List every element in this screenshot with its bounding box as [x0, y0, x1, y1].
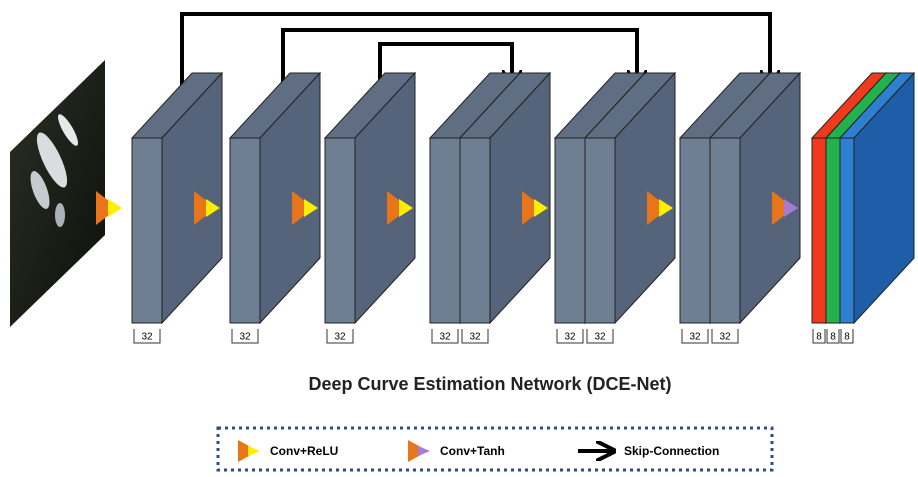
channel-label: 8: [816, 332, 822, 343]
layer-front: [230, 138, 260, 323]
channel-label: 32: [719, 332, 731, 343]
op-arrow-tip: [108, 199, 122, 217]
legend: Conv+ReLU Conv+Tanh Skip-Connection: [218, 428, 772, 470]
layer-front: [585, 138, 615, 323]
layer-front: [840, 138, 854, 323]
legend-label: Skip-Connection: [624, 444, 719, 458]
channel-label: 8: [844, 332, 850, 343]
channel-label: 32: [334, 332, 346, 343]
layer-front: [680, 138, 710, 323]
layer-front: [812, 138, 826, 323]
channel-label: 32: [239, 332, 251, 343]
channel-label: 32: [689, 332, 701, 343]
channel-label: 32: [439, 332, 451, 343]
skip-connections: [182, 14, 770, 95]
channel-label: 32: [564, 332, 576, 343]
channel-label: 32: [141, 332, 153, 343]
legend-label: Conv+ReLU: [270, 444, 338, 458]
legend-label: Conv+Tanh: [440, 444, 505, 458]
title: Deep Curve Estimation Network (DCE-Net): [308, 374, 671, 394]
channel-label: 32: [469, 332, 481, 343]
diagram: 323232323232323232888 Deep Curve Estimat…: [0, 0, 918, 477]
layer-front: [325, 138, 355, 323]
layer-front: [555, 138, 585, 323]
channel-label: 32: [594, 332, 606, 343]
layer-front: [826, 138, 840, 323]
channel-label: 8: [830, 332, 836, 343]
layer-front: [460, 138, 490, 323]
input-image: [10, 60, 105, 327]
layer-front: [132, 138, 162, 323]
layer-front: [710, 138, 740, 323]
layer-front: [430, 138, 460, 323]
